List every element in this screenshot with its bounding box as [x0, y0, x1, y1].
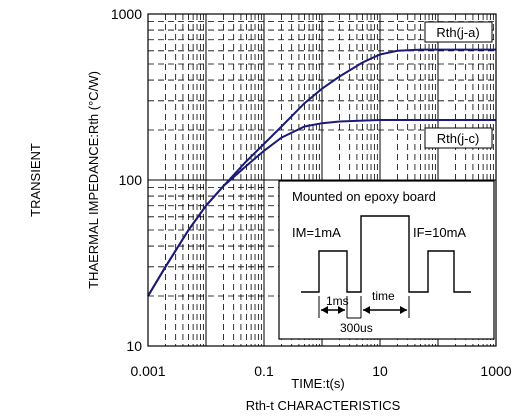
inset-time-label: time: [372, 289, 395, 303]
series-line-1: [147, 119, 496, 297]
x-tick-labels: 0.001 0.1 10 1000: [130, 363, 511, 379]
legend-rth-ja-label: Rth(j-a): [436, 25, 479, 40]
x-tick-label: 0.1: [254, 363, 274, 379]
y-tick-label: 1000: [111, 6, 142, 22]
x-tick-label: 0.001: [130, 363, 165, 379]
inset-300us-label: 300us: [340, 321, 373, 335]
y-tick-label: 10: [126, 338, 142, 354]
y-tick-label: 100: [119, 172, 143, 188]
legend-rth-jc: Rth(j-c): [424, 127, 493, 149]
chart-title: Rth-t CHARACTERISTICS: [246, 398, 401, 413]
series-group: [147, 48, 496, 297]
inset-1ms-label: 1ms: [326, 294, 349, 308]
x-axis-label: TIME:t(s): [291, 376, 344, 391]
y-axis-label-outer: TRANSIENT: [28, 143, 43, 217]
plot-frame: [147, 13, 497, 347]
inset-title: Mounted on epoxy board: [292, 189, 436, 204]
inset-box: Mounted on epoxy board IM=1mA IF=10mA 1m…: [278, 180, 495, 340]
x-tick-label: 10: [372, 363, 388, 379]
inset-if-label: IF=10mA: [413, 225, 466, 240]
legend-rth-jc-label: Rth(j-c): [437, 131, 480, 146]
legend-rth-ja: Rth(j-a): [424, 21, 493, 43]
x-tick-label: 1000: [480, 363, 511, 379]
y-axis-label: THAERMAL IMPEDANCE:Rth (°C/W): [86, 71, 101, 289]
inset-im-label: IM=1mA: [292, 225, 341, 240]
inset-pulse-waveform: [301, 215, 471, 293]
y-tick-labels: 10 100 1000: [111, 6, 142, 354]
